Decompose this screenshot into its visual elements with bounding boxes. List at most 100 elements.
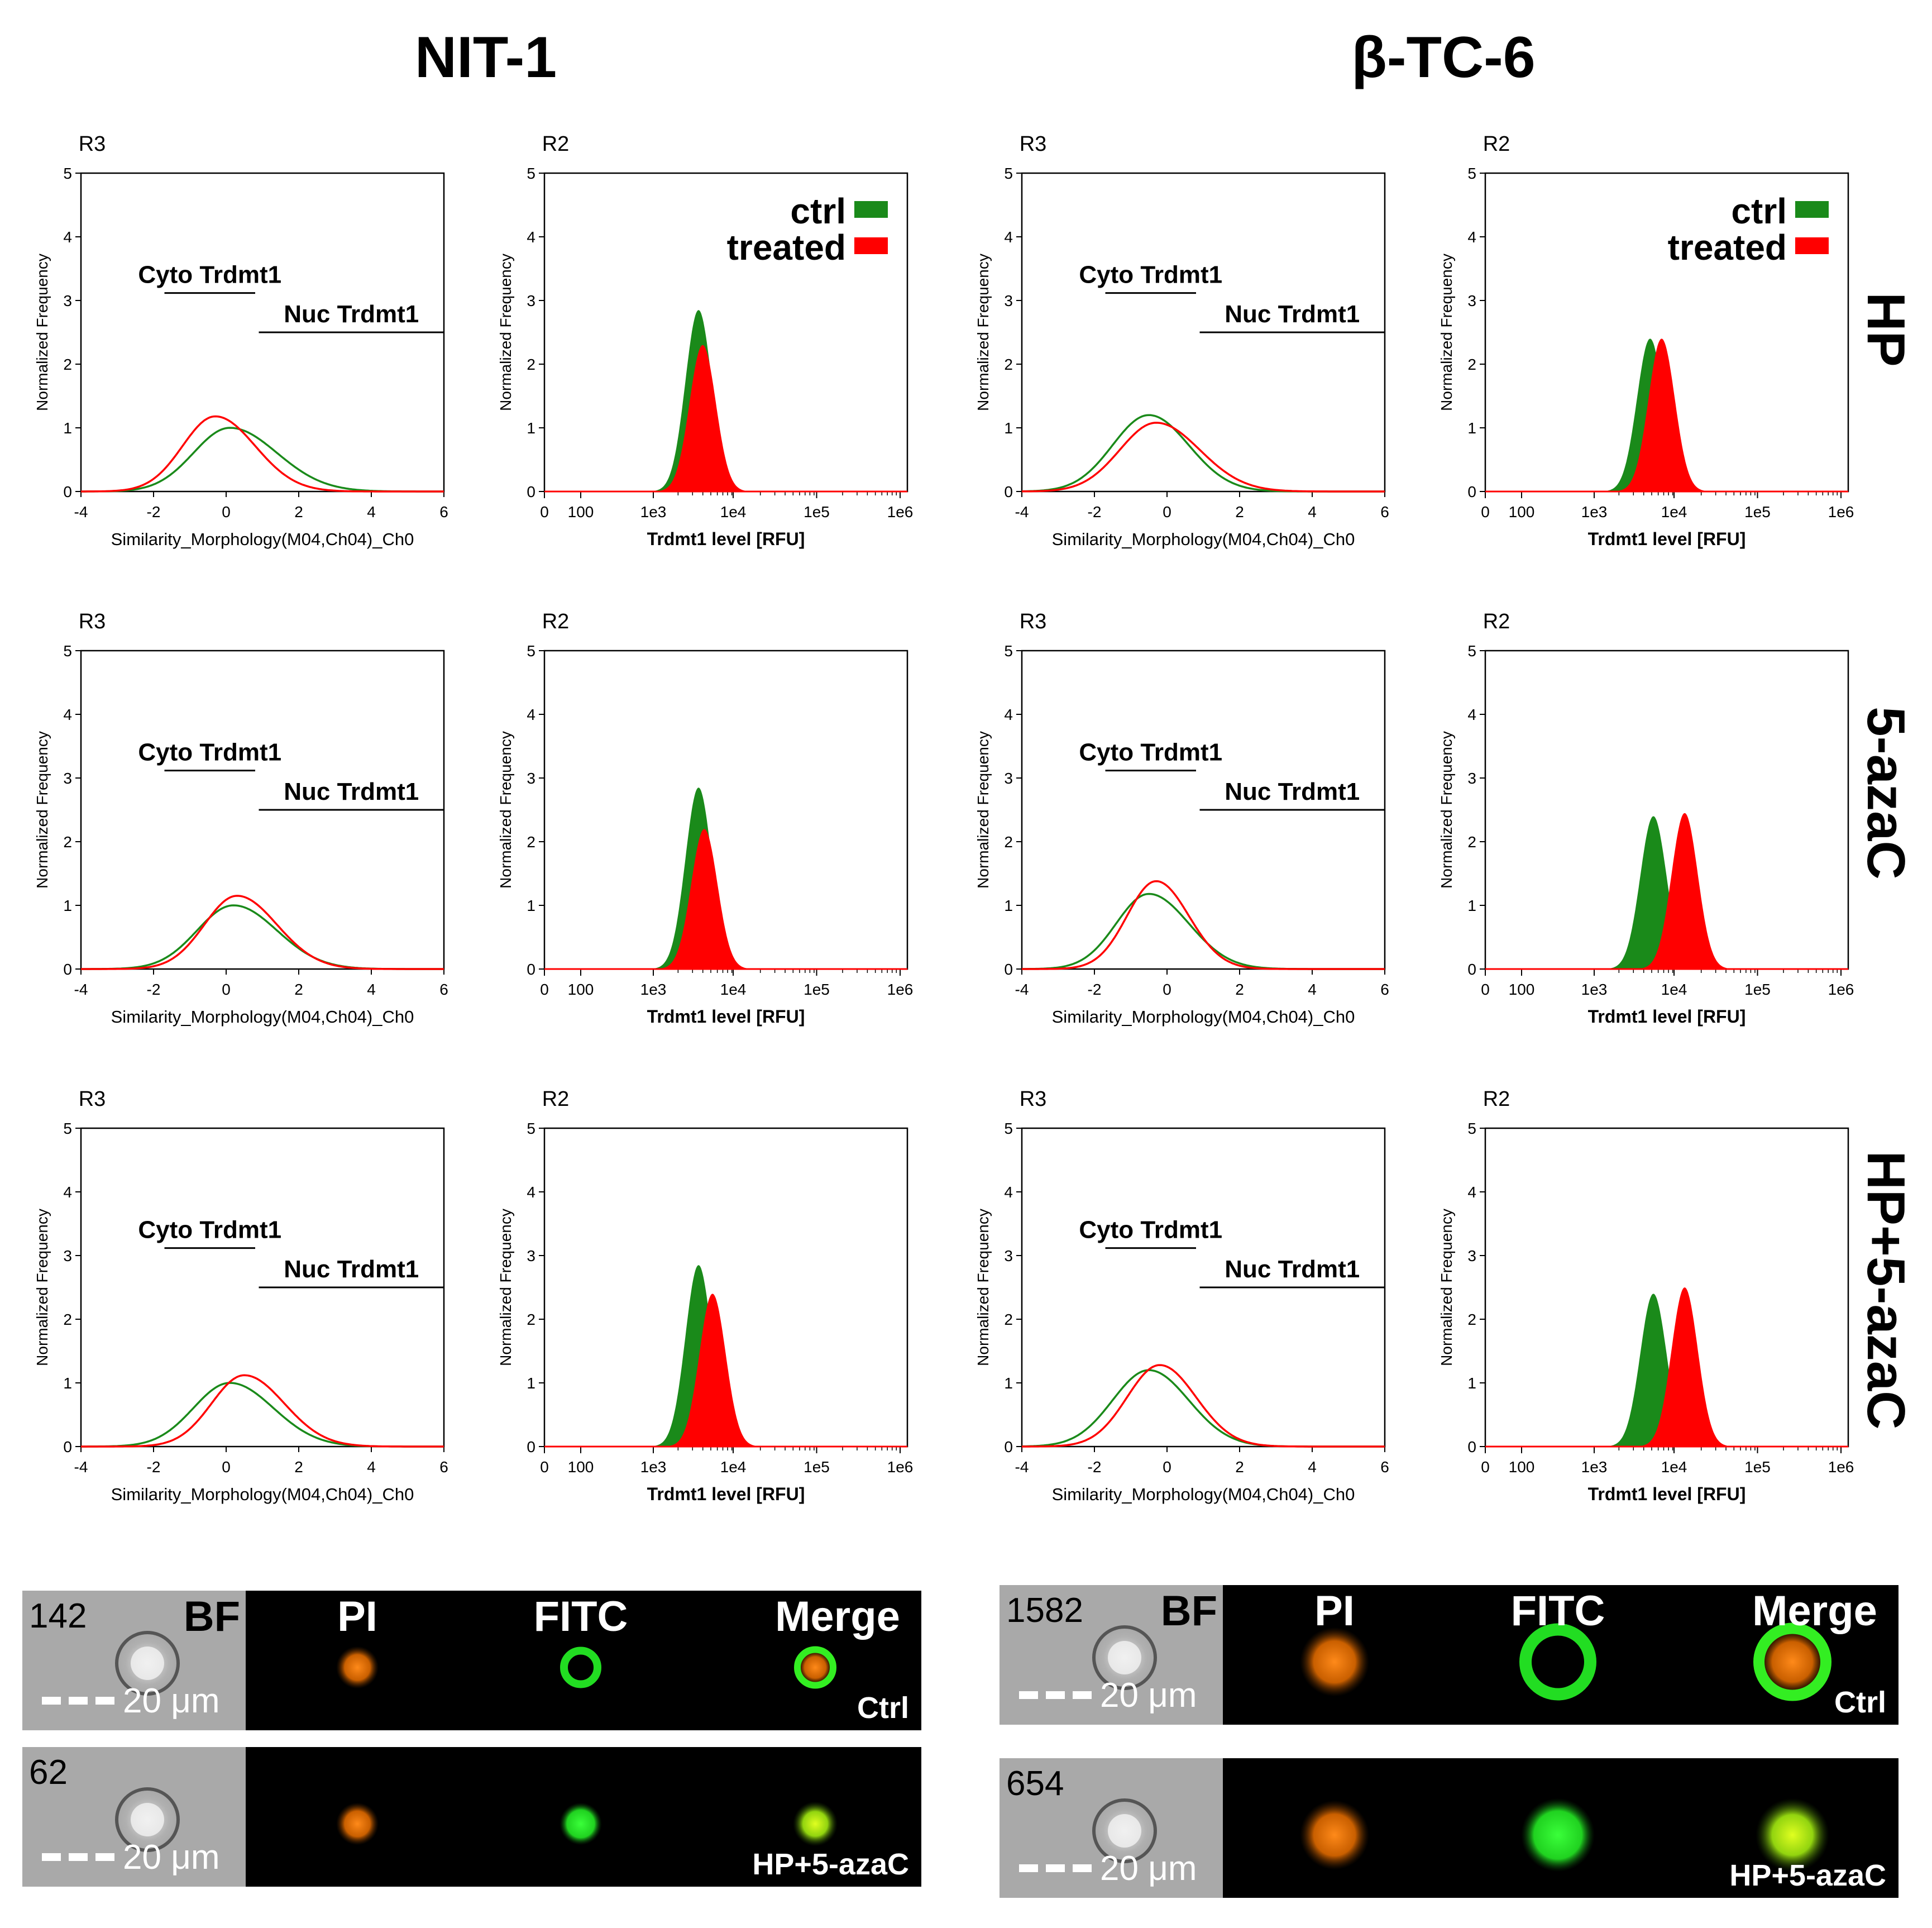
y-tick-label: 0 (1004, 961, 1013, 978)
y-tick-label: 5 (1467, 1120, 1476, 1137)
x-tick-label: 1e5 (1744, 503, 1771, 521)
y-tick-label: 3 (1467, 770, 1476, 787)
bf-cell-core (131, 1803, 164, 1836)
x-tick-label: -4 (1015, 1458, 1029, 1476)
y-tick-label: 1 (1004, 1375, 1013, 1392)
y-axis-label: Normalized Frequency (34, 731, 51, 889)
y-tick-label: 5 (63, 1120, 72, 1137)
x-tick-label: 1e6 (1828, 1458, 1854, 1476)
x-tick-label: 4 (1308, 1458, 1317, 1476)
series-area-treated (1595, 338, 1728, 491)
x-tick-label: 2 (1235, 981, 1244, 998)
x-axis-label: Similarity_Morphology(M04,Ch04)_Ch0 (1052, 529, 1355, 549)
series-line-ctrl (1022, 893, 1385, 970)
y-axis-label: Normalized Frequency (1438, 1209, 1455, 1366)
region-label: R2 (1483, 132, 1510, 156)
legend-ctrl-swatch (1795, 201, 1829, 218)
cyto-gate-label: Cyto Trdmt1 (1079, 1216, 1222, 1244)
scale-label: 20 μm (1100, 1849, 1197, 1888)
x-tick-label: 6 (439, 503, 448, 521)
x-tick-label: 6 (1380, 1458, 1389, 1476)
y-tick-label: 3 (527, 1247, 535, 1264)
x-tick-label: -2 (147, 1458, 161, 1476)
channel-label-fitc: FITC (534, 1593, 628, 1640)
series-area-treated (1619, 813, 1751, 969)
series-line-treated (81, 415, 444, 493)
chart-r3-0: 0 1 2 3 4 5 Normalized Frequency R3 -4 -2 0 2 4 6 Simi… (34, 132, 448, 549)
series-line-treated (81, 1374, 444, 1448)
x-tick-label: 0 (222, 981, 231, 998)
cyto-gate-label: Cyto Trdmt1 (1079, 739, 1222, 766)
cell-number: 62 (29, 1753, 68, 1792)
x-tick-label: 100 (1509, 503, 1535, 521)
condition-label: HP+5-azaC (1729, 1859, 1886, 1892)
y-tick-label: 2 (527, 1311, 535, 1328)
y-tick-label: 0 (63, 1438, 72, 1455)
series-line-ctrl (81, 1382, 444, 1448)
x-tick-label: 0 (1163, 503, 1171, 521)
x-tick-label: 2 (294, 503, 303, 521)
cell-image-strips: 142 20 μm BF PI FITC Merge Ctrl 62 20 μm HP+5-aza… (22, 1585, 1898, 1898)
x-tick-label: 1e3 (1581, 981, 1608, 998)
fitc-signal (559, 1802, 602, 1845)
y-tick-label: 5 (63, 642, 72, 660)
chart-r3-4: 0 1 2 3 4 5 Normalized Frequency R3 -4 -2 0 2 4 6 Simi… (34, 610, 448, 1027)
chart-r2-7: 0 1 2 3 4 5 Normalized Frequency R2 0 100 1e3 1e4 1e… (1438, 610, 1854, 1027)
x-axis-label: Similarity_Morphology(M04,Ch04)_Ch0 (111, 1485, 414, 1504)
y-tick-label: 5 (63, 165, 72, 182)
x-tick-label: 2 (1235, 503, 1244, 521)
x-axis-label: Similarity_Morphology(M04,Ch04)_Ch0 (1052, 1485, 1355, 1504)
chart-r3-8: 0 1 2 3 4 5 Normalized Frequency R3 -4 -2 0 2 4 6 Simi… (34, 1087, 448, 1504)
y-tick-label: 2 (527, 833, 535, 851)
y-tick-label: 2 (63, 1311, 72, 1328)
scale-bar-segment (42, 1853, 61, 1861)
y-tick-label: 0 (1467, 483, 1476, 500)
y-tick-label: 5 (527, 165, 535, 182)
series-area-treated (638, 829, 771, 969)
y-tick-label: 5 (1467, 165, 1476, 182)
y-tick-label: 5 (527, 642, 535, 660)
x-tick-label: 2 (294, 981, 303, 998)
x-tick-label: 1e4 (720, 1458, 747, 1476)
scale-bar-segment (95, 1853, 114, 1861)
y-tick-label: 1 (1467, 419, 1476, 437)
series-area-ctrl (633, 1265, 764, 1447)
y-tick-label: 3 (1004, 770, 1013, 787)
y-tick-label: 1 (527, 419, 535, 437)
x-tick-label: 0 (1481, 981, 1490, 998)
x-tick-label: -2 (147, 503, 161, 521)
region-label: R2 (1483, 1087, 1510, 1111)
x-tick-label: 1e5 (804, 503, 830, 521)
channel-label-pi: PI (1314, 1587, 1355, 1635)
x-tick-label: 0 (1481, 1458, 1490, 1476)
series-area-treated (1619, 1287, 1751, 1447)
chart-r3-6: 0 1 2 3 4 5 Normalized Frequency R3 -4 -2 0 2 4 6 Simi… (974, 610, 1389, 1027)
y-tick-label: 2 (63, 356, 72, 373)
region-label: R3 (79, 132, 106, 156)
channel-label-merge: Merge (1752, 1587, 1877, 1635)
x-tick-label: 100 (568, 981, 594, 998)
y-tick-label: 0 (1004, 1438, 1013, 1455)
y-tick-label: 3 (1004, 1247, 1013, 1264)
channel-label-bf: BF (184, 1593, 240, 1640)
region-label: R3 (1020, 610, 1047, 633)
x-tick-label: 1e5 (1744, 981, 1771, 998)
y-tick-label: 2 (1004, 833, 1013, 851)
y-tick-label: 3 (1004, 292, 1013, 309)
series-area-ctrl (1587, 1294, 1719, 1447)
x-tick-label: 0 (1163, 981, 1171, 998)
pi-signal (336, 1802, 379, 1845)
y-tick-label: 4 (63, 228, 72, 246)
y-tick-label: 3 (63, 292, 72, 309)
y-tick-label: 5 (1004, 642, 1013, 660)
scale-bar-segment (1073, 1691, 1092, 1699)
y-tick-label: 0 (63, 483, 72, 500)
y-axis-label: Normalized Frequency (34, 254, 51, 411)
series-line-treated (81, 895, 444, 970)
x-tick-label: -2 (1088, 503, 1102, 521)
x-tick-label: 0 (222, 503, 231, 521)
x-tick-label: 1e4 (1661, 1458, 1687, 1476)
region-label: R3 (1020, 132, 1047, 156)
x-axis-label: Trdmt1 level [RFU] (647, 529, 805, 549)
